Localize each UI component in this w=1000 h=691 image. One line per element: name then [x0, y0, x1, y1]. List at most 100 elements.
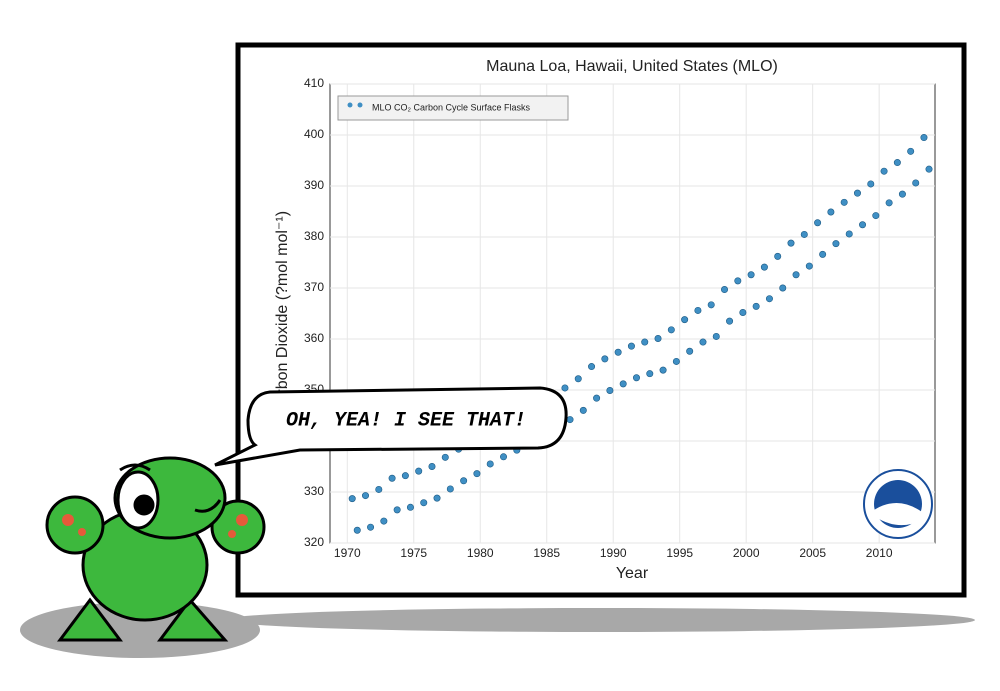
data-point: [574, 375, 582, 383]
data-point: [486, 460, 494, 468]
data-point: [353, 526, 361, 534]
data-point: [362, 492, 370, 500]
noaa-logo: [863, 469, 933, 539]
shadow: [225, 608, 975, 632]
data-point: [601, 355, 609, 363]
data-point: [792, 271, 800, 279]
data-point: [593, 394, 601, 402]
data-point: [912, 179, 920, 187]
data-point: [721, 286, 729, 294]
x-tick-label: 1985: [533, 546, 560, 560]
y-tick-label: 330: [304, 484, 324, 498]
x-tick-label: 1975: [400, 546, 427, 560]
data-point: [441, 453, 449, 461]
data-point: [401, 472, 409, 480]
data-point: [814, 219, 822, 227]
data-point: [805, 262, 813, 270]
data-point: [433, 494, 441, 502]
data-point: [898, 190, 906, 198]
data-point: [845, 230, 853, 238]
data-point: [726, 317, 734, 325]
speech-bubble: [214, 386, 568, 467]
data-point: [561, 384, 569, 392]
y-tick-label: 410: [304, 76, 324, 90]
data-point: [415, 467, 423, 475]
x-tick-label: 2000: [733, 546, 760, 560]
chart-title: Mauna Loa, Hawaii, United States (MLO): [486, 58, 778, 75]
legend-marker: [357, 102, 363, 108]
data-point: [840, 198, 848, 206]
data-point: [641, 338, 649, 346]
data-point: [619, 380, 627, 388]
frog: [45, 456, 266, 642]
x-axis-label: Year: [616, 565, 649, 582]
data-point: [348, 495, 356, 503]
data-point: [707, 301, 715, 309]
data-point: [867, 180, 875, 188]
data-point: [681, 316, 689, 324]
legend-marker: [347, 102, 353, 108]
data-point: [787, 239, 795, 247]
data-point: [566, 416, 574, 424]
y-tick-label: 380: [304, 229, 324, 243]
data-point: [832, 240, 840, 248]
data-point: [800, 230, 808, 238]
y-tick-label: 390: [304, 178, 324, 192]
speech-text: OH, YEA! I SEE THAT!: [286, 409, 526, 432]
frog-spots: [62, 514, 248, 538]
x-tick-label: 1970: [334, 546, 361, 560]
data-point: [765, 295, 773, 303]
data-point: [367, 523, 375, 531]
data-point: [779, 284, 787, 292]
data-point: [632, 374, 640, 382]
data-point: [606, 387, 614, 395]
x-tick-label: 2010: [866, 546, 893, 560]
data-point: [819, 250, 827, 258]
data-point: [853, 189, 861, 197]
data-point: [752, 302, 760, 310]
data-point: [428, 462, 436, 470]
data-point: [406, 503, 414, 511]
y-tick-label: 400: [304, 127, 324, 141]
y-tick-label: 370: [304, 280, 324, 294]
y-tick-label: 320: [304, 535, 324, 549]
data-point: [827, 208, 835, 216]
y-axis-label: Carbon Dioxide (?mol mol⁻¹): [274, 211, 291, 415]
legend-label: MLO CO₂ Carbon Cycle Surface Flasks: [372, 102, 531, 112]
data-point: [920, 134, 928, 142]
x-tick-label: 1995: [666, 546, 693, 560]
data-point: [473, 470, 481, 478]
data-point: [460, 477, 468, 485]
data-point: [859, 221, 867, 229]
data-point: [627, 342, 635, 350]
data-point: [893, 159, 901, 167]
data-point: [380, 517, 388, 525]
plot-area: [329, 83, 936, 544]
data-point: [375, 485, 383, 493]
data-point: [734, 277, 742, 285]
data-point: [393, 506, 401, 514]
data-point: [686, 347, 694, 355]
y-tick-label: 360: [304, 331, 324, 345]
x-tick-label: 1980: [467, 546, 494, 560]
data-point: [760, 263, 768, 271]
data-point: [880, 167, 888, 175]
data-point: [712, 332, 720, 340]
data-point: [872, 212, 880, 220]
data-point: [446, 485, 454, 493]
data-point: [388, 474, 396, 482]
data-point: [747, 271, 755, 279]
data-point: [739, 308, 747, 316]
data-point: [420, 499, 428, 507]
data-point: [885, 199, 893, 207]
data-point: [907, 147, 915, 155]
data-point: [500, 453, 508, 461]
legend: [337, 95, 569, 121]
x-tick-label: 1990: [600, 546, 627, 560]
data-point: [925, 165, 933, 173]
data-point: [699, 338, 707, 346]
data-point: [672, 357, 680, 365]
data-point: [579, 406, 587, 414]
